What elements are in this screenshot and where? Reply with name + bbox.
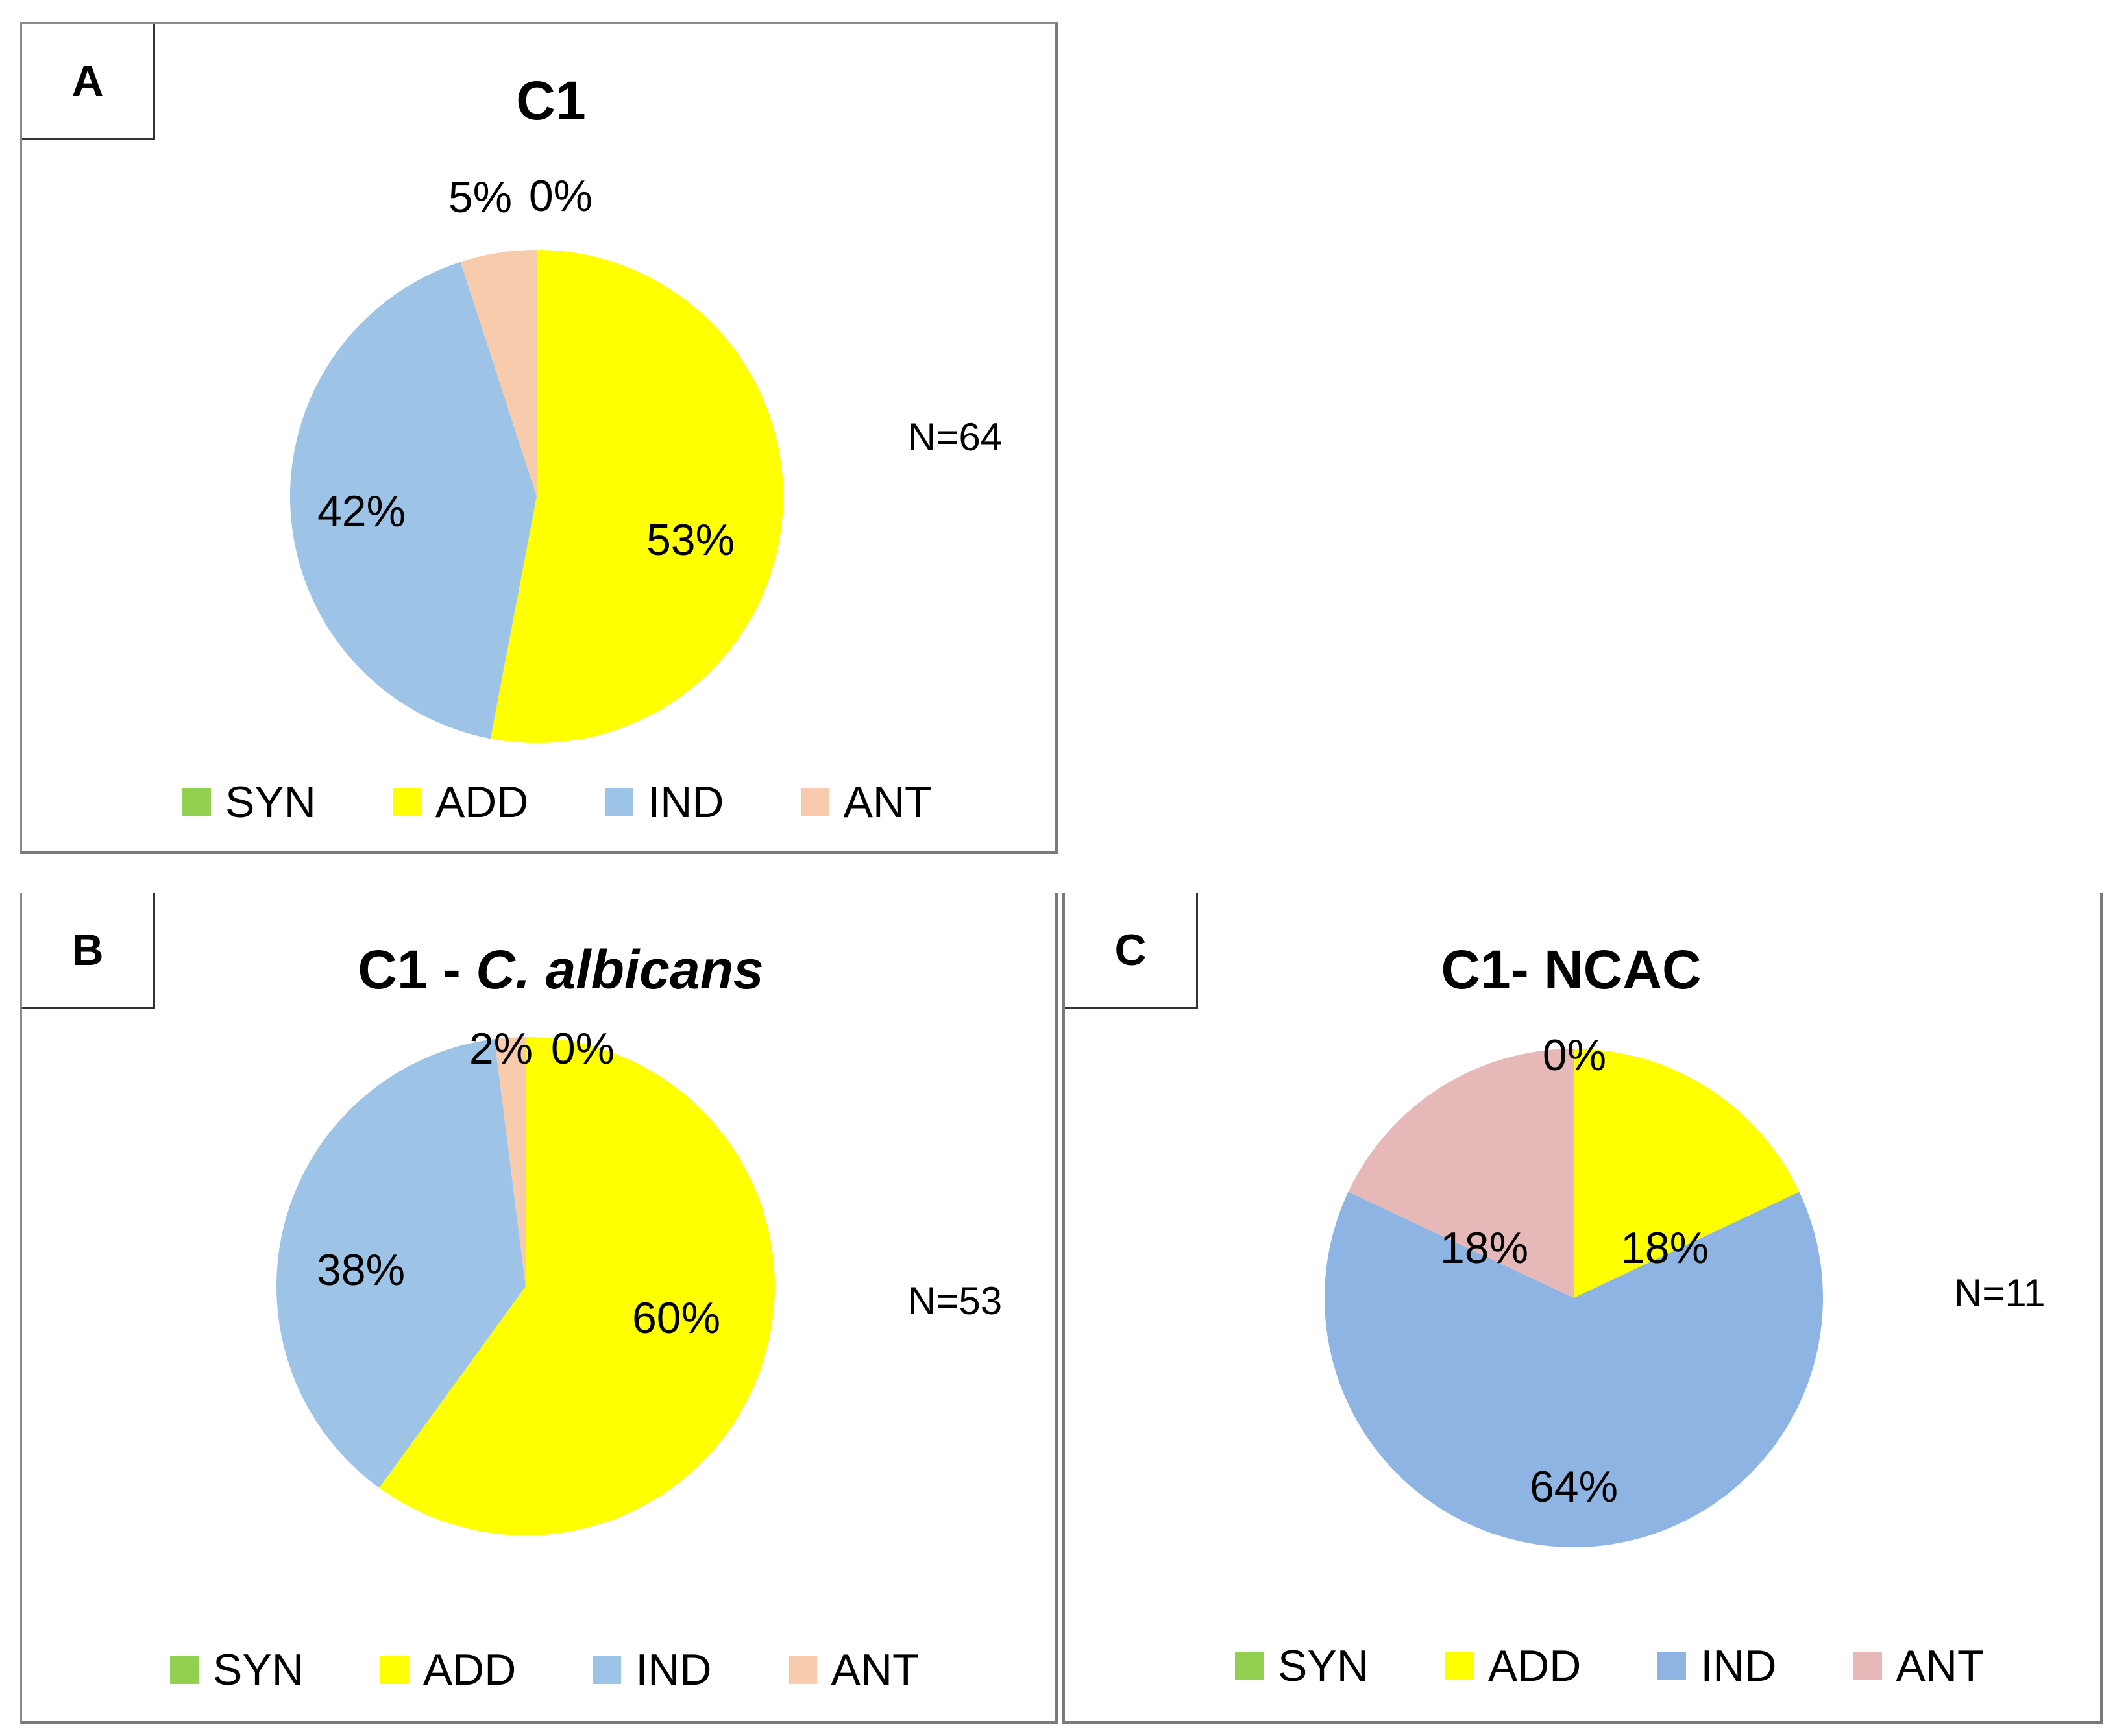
legend-label: IND	[1700, 1641, 1777, 1691]
legend-item-syn: SYN	[182, 777, 316, 827]
legend-item-ind: IND	[1657, 1641, 1777, 1691]
legend-swatch	[1853, 1652, 1882, 1680]
legend-swatch	[788, 1656, 817, 1684]
legend-swatch	[380, 1656, 409, 1684]
chart-title: C1	[22, 69, 1080, 132]
chart-legend: SYN ADD IND ANT	[170, 1644, 996, 1695]
data-label-add: 18%	[1620, 1223, 1709, 1273]
data-label-syn: 0%	[1543, 1031, 1606, 1080]
legend-swatch	[1235, 1652, 1264, 1680]
chart-title-italic: C. albicans	[476, 939, 764, 1000]
chart-panel-c: C C1- NCAC 0% 18% 64% 18% N=11 SYN ADD IND ANT	[1062, 893, 2103, 1724]
chart-legend: SYN ADD IND ANT	[182, 777, 1009, 827]
legend-item-add: ADD	[380, 1644, 517, 1695]
panel-label: A	[22, 24, 155, 140]
legend-item-syn: SYN	[1235, 1641, 1369, 1691]
legend-label: SYN	[1278, 1641, 1369, 1691]
pie-slice-add	[490, 250, 784, 743]
data-label-ant: 18%	[1440, 1223, 1528, 1273]
legend-item-ind: IND	[593, 1644, 712, 1695]
data-label-ind: 38%	[317, 1245, 405, 1295]
panel-label: C	[1065, 893, 1198, 1009]
chart-title: C1- NCAC	[1065, 938, 2077, 1001]
pie-slice-ant	[1348, 1049, 1574, 1298]
chart-panel-b: B C1 - C. albicans 0% 60% 38% 2% N=53 SYN AD…	[20, 893, 1058, 1724]
legend-item-ant: ANT	[800, 777, 932, 827]
legend-item-add: ADD	[1445, 1641, 1582, 1691]
legend-label: IND	[635, 1645, 712, 1694]
legend-item-syn: SYN	[170, 1644, 304, 1695]
chart-title: C1 - C. albicans	[22, 938, 1099, 1001]
legend-label: ADD	[422, 1645, 517, 1694]
legend-swatch	[170, 1656, 199, 1684]
chart-panel-a: A C1 0% 53% 42% 5% N=64 SYN ADD IND ANT	[20, 22, 1058, 854]
pie-slice-ind	[289, 262, 537, 739]
data-label-ant: 5%	[448, 173, 512, 222]
chart-title-text: C1 -	[358, 939, 476, 1000]
legend-label: ADD	[1487, 1641, 1582, 1691]
sample-size-label: N=64	[908, 415, 1003, 459]
pie-slice-add	[379, 1037, 775, 1535]
legend-item-ant: ANT	[788, 1644, 920, 1695]
legend-label: SYN	[225, 777, 316, 827]
pie-chart: 0% 18% 64% 18%	[1325, 1031, 1823, 1547]
legend-item-add: ADD	[392, 777, 529, 827]
sample-size-label: N=53	[908, 1279, 1003, 1323]
data-label-add: 53%	[646, 515, 735, 565]
legend-label: ANT	[831, 1645, 920, 1694]
chart-title-text: C1	[516, 70, 586, 131]
legend-swatch	[605, 788, 634, 816]
pie-chart: 0% 53% 42% 5%	[289, 171, 784, 743]
legend-label: ADD	[435, 777, 529, 827]
pie-slice-ant	[494, 1037, 526, 1286]
legend-swatch	[800, 788, 829, 816]
panel-label: B	[22, 893, 155, 1009]
pie-slice-ant	[460, 250, 537, 496]
pie-slice-ind	[276, 1039, 526, 1488]
data-label-syn: 0%	[551, 1024, 615, 1073]
legend-label: ANT	[843, 777, 932, 827]
chart-legend: SYN ADD IND ANT	[1235, 1641, 2061, 1691]
data-label-ind: 64%	[1530, 1462, 1618, 1511]
legend-swatch	[182, 788, 211, 816]
pie-slice-ind	[1325, 1192, 1823, 1547]
data-label-ant: 2%	[469, 1024, 533, 1073]
legend-swatch	[1657, 1652, 1687, 1680]
legend-item-ind: IND	[605, 777, 724, 827]
legend-label: SYN	[213, 1645, 304, 1694]
legend-label: IND	[648, 777, 724, 827]
legend-swatch	[392, 788, 421, 816]
legend-swatch	[1445, 1652, 1474, 1680]
legend-swatch	[593, 1656, 622, 1684]
data-label-add: 60%	[632, 1293, 720, 1343]
data-label-ind: 42%	[317, 487, 406, 536]
legend-label: ANT	[1896, 1641, 1985, 1691]
chart-title-text: C1- NCAC	[1441, 939, 1702, 1000]
sample-size-label: N=11	[1954, 1271, 2046, 1315]
pie-slice-add	[1574, 1049, 1800, 1298]
data-label-syn: 0%	[529, 171, 593, 221]
pie-chart: 0% 60% 38% 2%	[276, 1024, 775, 1535]
legend-item-ant: ANT	[1853, 1641, 1985, 1691]
